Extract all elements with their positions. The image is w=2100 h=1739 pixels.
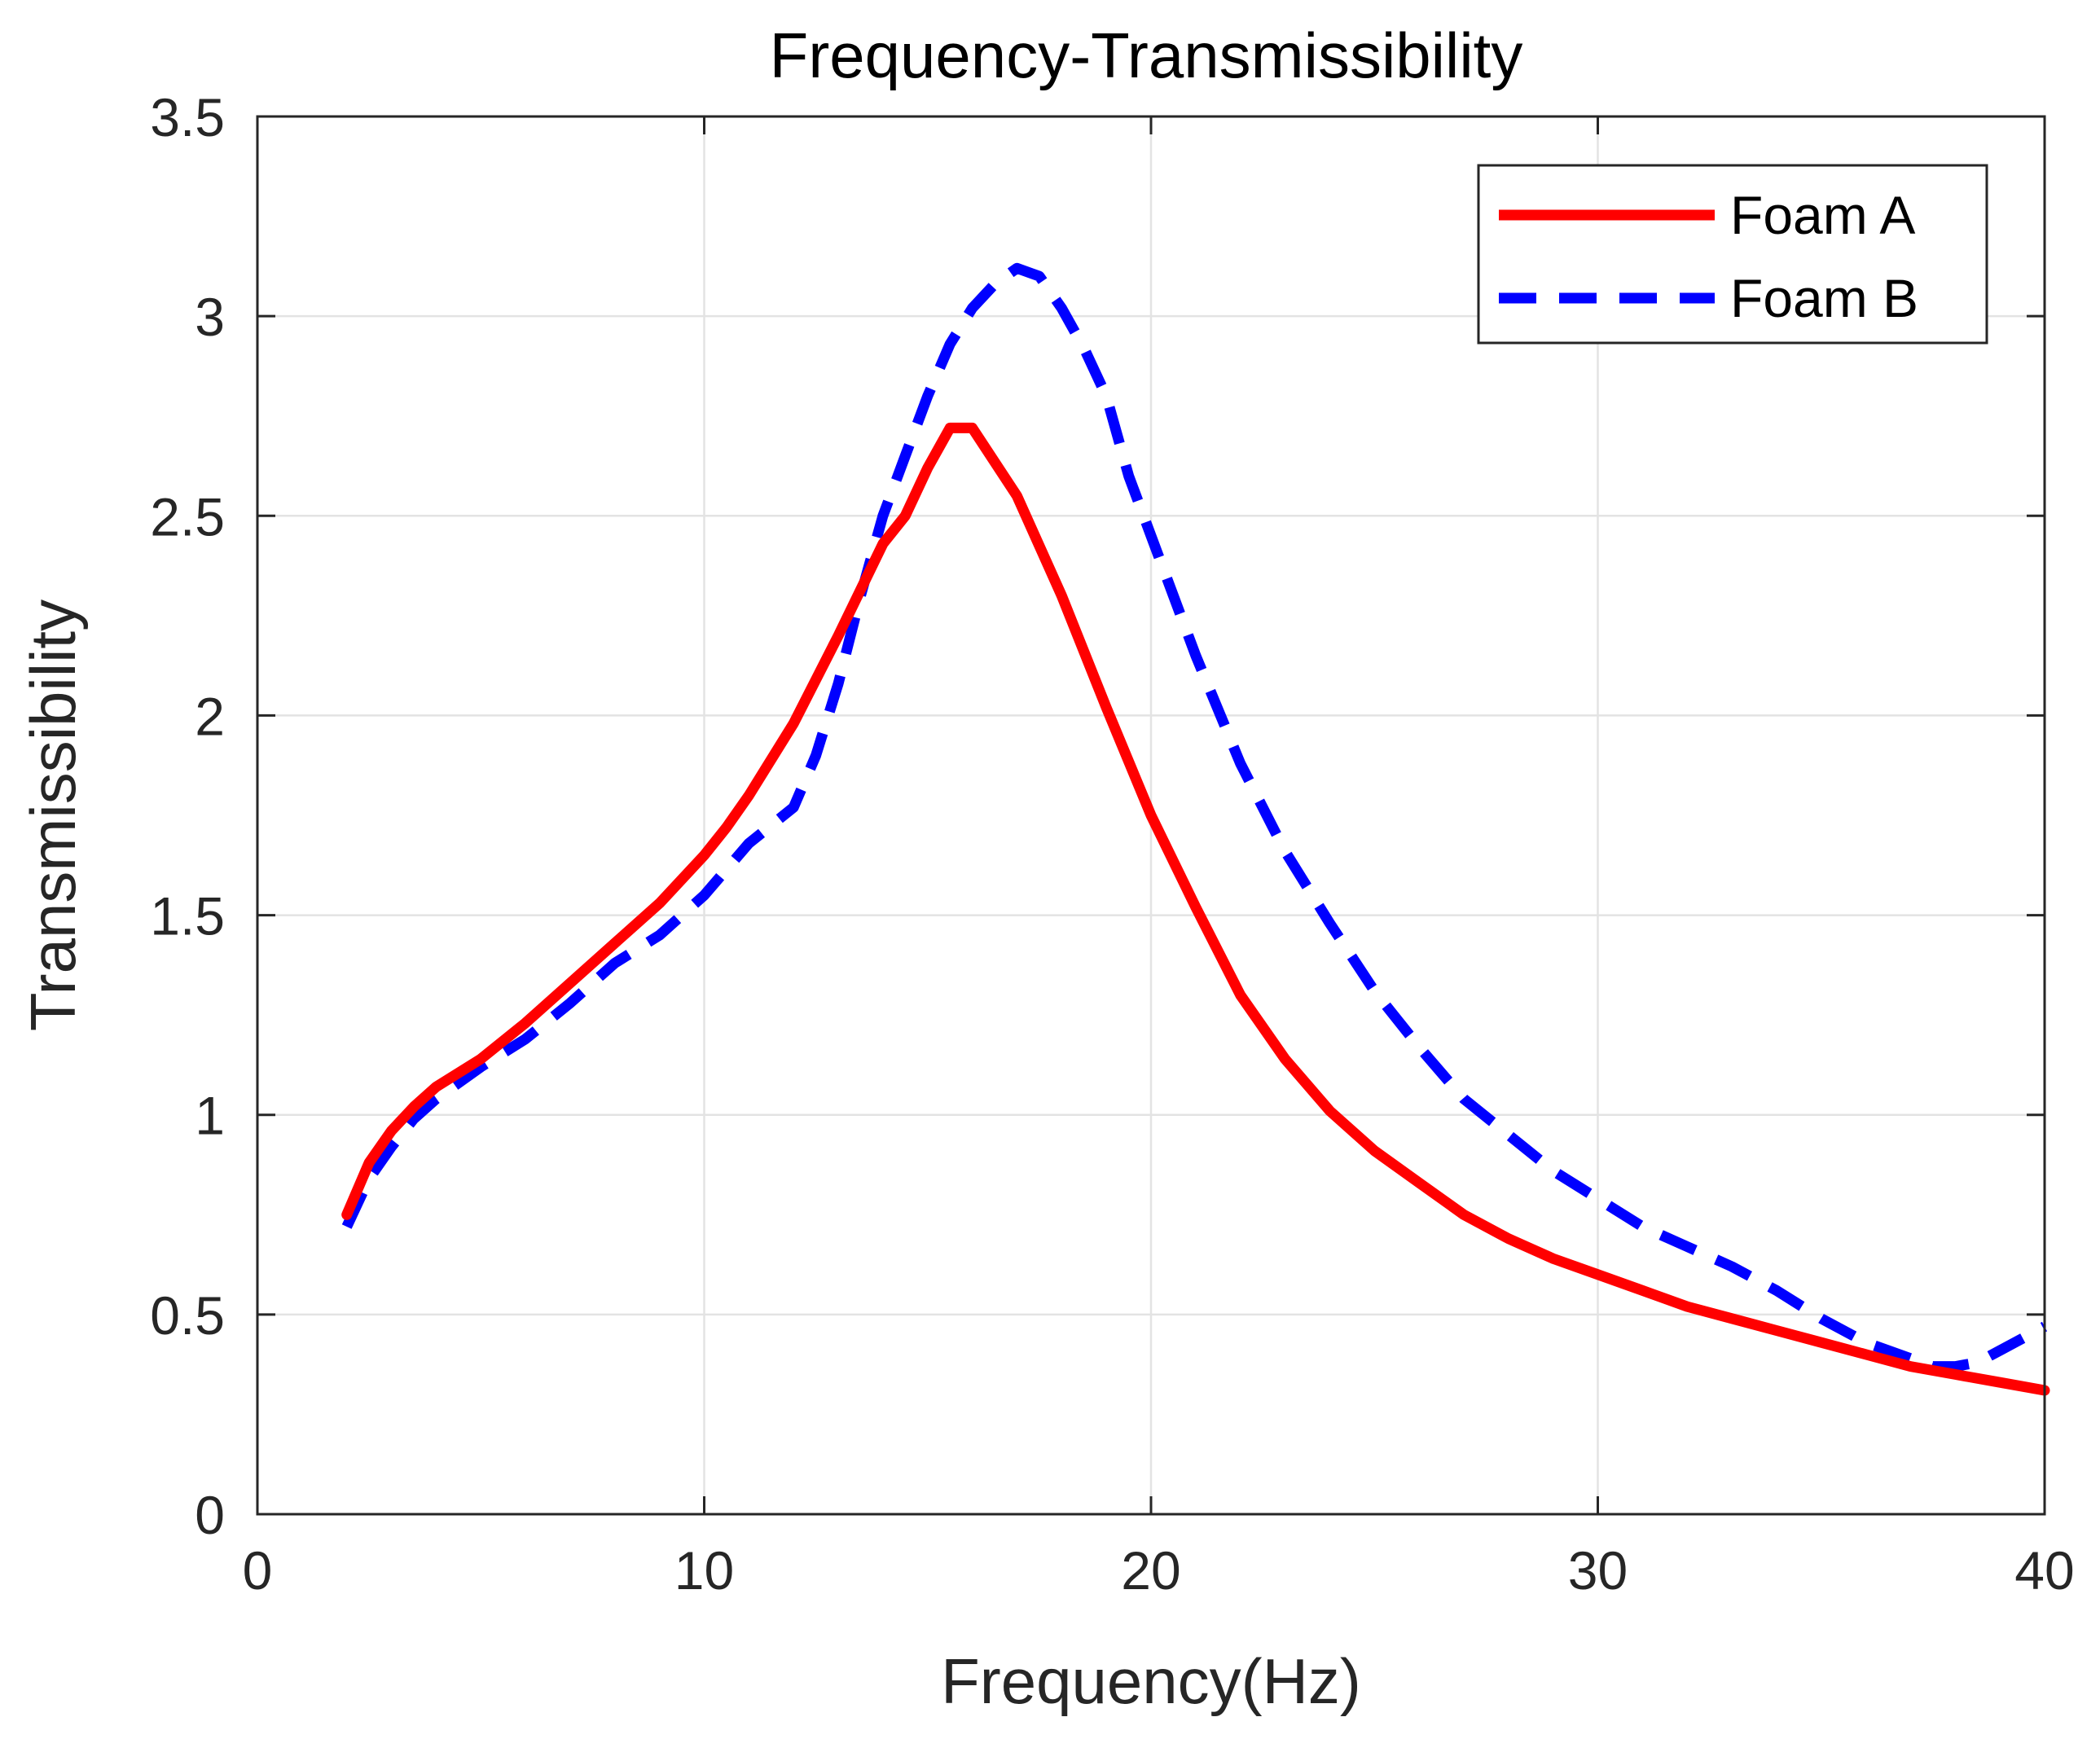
legend-box [1477,164,1988,345]
y-tick-label: 1 [195,1086,225,1146]
chart-title: Frequency-Transmissibility [770,20,1523,91]
x-tick-label: 40 [2014,1540,2074,1601]
y-axis-label: Transmissibility [17,599,89,1031]
y-tick-label: 0.5 [150,1285,225,1346]
axis-ticks: 0 10 20 30 40 0 0.5 1 1.5 2 2.5 3 3.5 [150,87,2074,1601]
x-axis-label: Frequency(Hz) [941,1645,1361,1717]
x-tick-label: 20 [1121,1540,1180,1601]
legend-label-foam-b: Foam B [1730,268,1918,328]
legend: Foam A Foam B [1477,164,1988,345]
x-tick-label: 10 [674,1540,734,1601]
x-tick-label: 0 [243,1540,273,1601]
y-tick-label: 0 [195,1485,225,1545]
y-tick-label: 2.5 [150,486,225,547]
legend-label-foam-a: Foam A [1730,185,1915,245]
y-tick-label: 3.5 [150,87,225,147]
x-tick-label: 30 [1568,1540,1628,1601]
y-tick-label: 1.5 [150,886,225,946]
y-tick-label: 3 [195,287,225,347]
series-line-foam-a [341,422,2050,1396]
y-tick-label: 2 [195,686,225,746]
series-lines [341,262,2050,1396]
